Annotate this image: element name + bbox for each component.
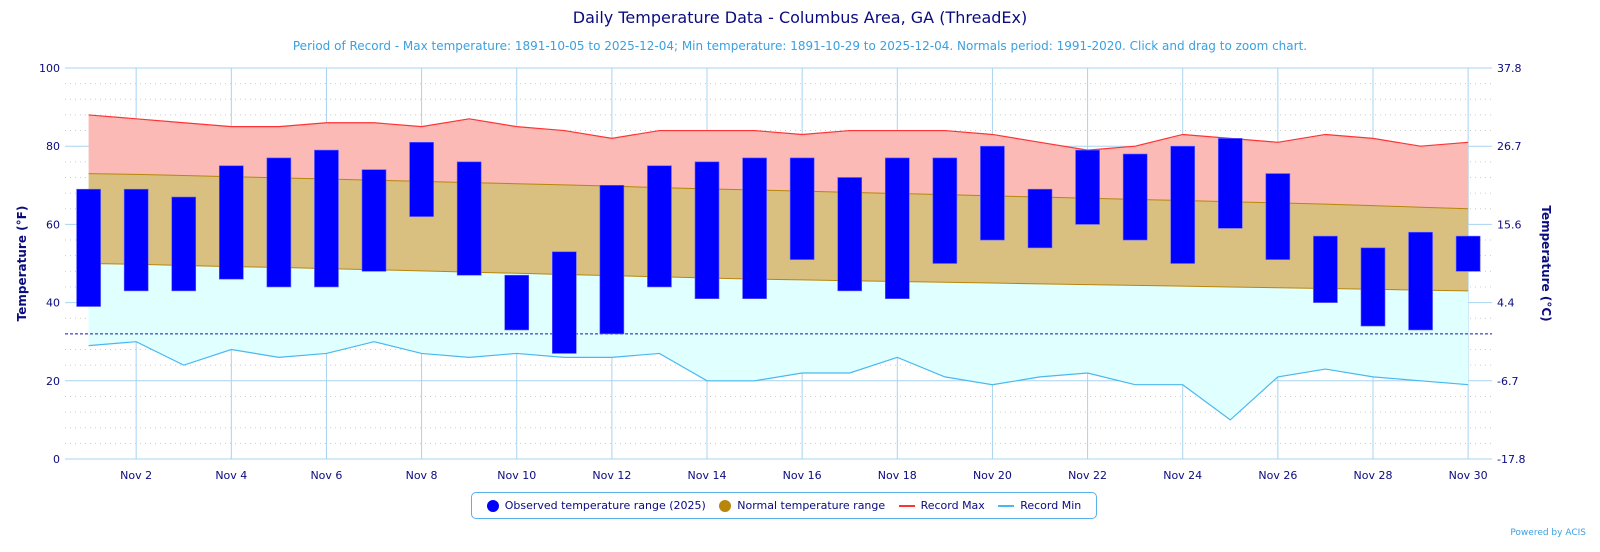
observed-bar[interactable]: [694, 161, 720, 299]
legend-observed-label: Observed temperature range (2025): [504, 499, 706, 512]
x-tick-label: Nov 18: [878, 469, 917, 482]
observed-bar[interactable]: [1455, 235, 1481, 272]
observed-bar[interactable]: [1122, 153, 1148, 241]
observed-bar[interactable]: [504, 274, 530, 331]
y-tick-label: 0: [53, 453, 60, 466]
y2-tick-label: 37.8: [1497, 62, 1522, 75]
y-tick-label: 40: [46, 297, 60, 310]
legend-normal-label: Normal temperature range: [737, 499, 886, 512]
observed-bar[interactable]: [171, 196, 197, 292]
x-tick-label: Nov 30: [1449, 469, 1488, 482]
legend-record-min-label: Record Min: [1020, 499, 1082, 512]
x-tick-label: Nov 10: [497, 469, 536, 482]
x-tick-label: Nov 24: [1163, 469, 1202, 482]
observed-bar[interactable]: [1265, 173, 1291, 260]
x-tick-label: Nov 20: [973, 469, 1012, 482]
observed-bar[interactable]: [742, 157, 767, 299]
observed-bar[interactable]: [314, 149, 339, 288]
legend-observed[interactable]: Observed temperature range (2025): [486, 499, 706, 512]
record-max-line-icon: [898, 504, 915, 507]
observed-bar[interactable]: [1075, 149, 1100, 225]
record-min-area: [88, 263, 1469, 420]
legend-record-max-label: Record Max: [920, 499, 985, 512]
observed-bar[interactable]: [1408, 231, 1433, 331]
x-tick-label: Nov 6: [310, 469, 342, 482]
observed-bar[interactable]: [837, 177, 863, 292]
x-tick-label: Nov 2: [120, 469, 152, 482]
observed-bar[interactable]: [266, 157, 292, 288]
y-axis-title: Temperature (°F): [15, 206, 29, 322]
observed-bar[interactable]: [1170, 145, 1196, 264]
x-tick-label: Nov 14: [688, 469, 727, 482]
record-min-line-icon: [998, 504, 1015, 507]
chart-subtitle: Period of Record - Max temperature: 1891…: [292, 39, 1308, 53]
observed-bar[interactable]: [361, 169, 387, 272]
observed-bar[interactable]: [219, 165, 244, 280]
y-tick-label: 80: [46, 140, 60, 153]
x-tick-label: Nov 22: [1068, 469, 1107, 482]
observed-bar[interactable]: [76, 188, 101, 307]
y2-tick-label: -6.7: [1497, 375, 1518, 388]
observed-bar[interactable]: [456, 161, 482, 276]
y-tick-label: 20: [46, 375, 60, 388]
y2-tick-label: 4.4: [1497, 297, 1515, 310]
legend-normal[interactable]: Normal temperature range: [719, 499, 885, 512]
y2-tick-label: 26.7: [1497, 140, 1522, 153]
observed-bar[interactable]: [551, 251, 577, 354]
observed-bar[interactable]: [980, 145, 1005, 241]
observed-bar[interactable]: [1027, 188, 1053, 249]
x-tick-label: Nov 16: [783, 469, 822, 482]
observed-bar[interactable]: [1313, 235, 1338, 303]
y-tick-label: 60: [46, 218, 60, 231]
observed-marker-icon: [486, 499, 499, 512]
normal-marker-icon: [719, 499, 732, 512]
observed-bar[interactable]: [932, 157, 958, 264]
observed-bar[interactable]: [789, 157, 815, 260]
y2-axis-title: Temperature (°C): [1539, 205, 1553, 321]
observed-bar[interactable]: [647, 165, 672, 288]
legend-record-max[interactable]: Record Max: [898, 499, 985, 512]
observed-bar[interactable]: [599, 185, 625, 335]
x-tick-label: Nov 28: [1354, 469, 1393, 482]
observed-bar[interactable]: [123, 188, 149, 292]
observed-bar[interactable]: [409, 141, 434, 217]
y2-tick-label: -17.8: [1497, 453, 1525, 466]
x-tick-label: Nov 12: [592, 469, 631, 482]
record-min-line: [88, 341, 1469, 421]
observed-bar[interactable]: [884, 157, 910, 299]
x-tick-label: Nov 8: [406, 469, 438, 482]
credit-link[interactable]: Powered by ACIS: [1510, 528, 1586, 538]
legend: Observed temperature range (2025) Normal…: [471, 492, 1097, 519]
legend-record-min[interactable]: Record Min: [998, 499, 1081, 512]
x-tick-label: Nov 4: [215, 469, 247, 482]
y-tick-label: 100: [39, 62, 60, 75]
x-tick-label: Nov 26: [1258, 469, 1297, 482]
observed-bar[interactable]: [1217, 138, 1243, 229]
y2-tick-label: 15.6: [1497, 218, 1522, 231]
observed-bar[interactable]: [1360, 247, 1386, 327]
chart-title: Daily Temperature Data - Columbus Area, …: [572, 8, 1028, 27]
